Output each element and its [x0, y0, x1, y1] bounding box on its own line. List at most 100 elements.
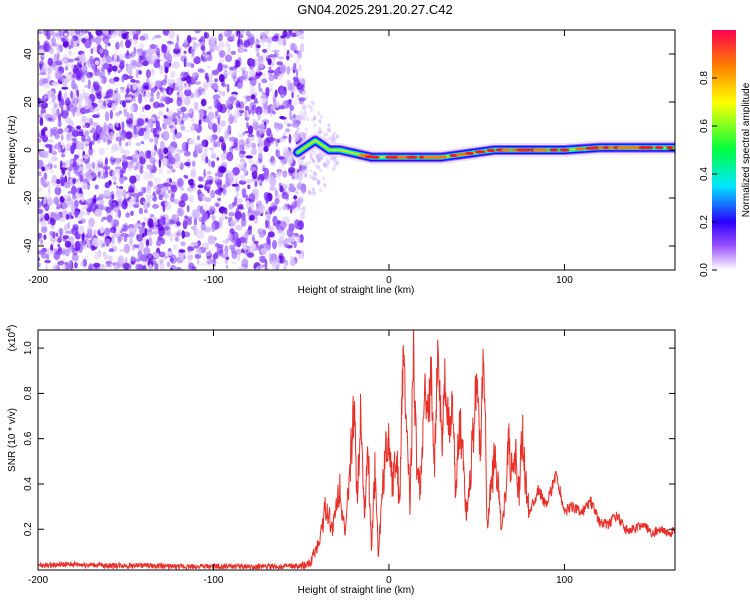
noise-speckle — [92, 169, 96, 179]
noise-speckle — [185, 62, 193, 67]
noise-speckle — [44, 259, 51, 264]
noise-speckle — [136, 234, 143, 242]
noise-speckle — [152, 152, 156, 156]
noise-speckle — [268, 66, 272, 70]
noise-speckle — [39, 117, 44, 126]
noise-speckle — [331, 156, 335, 161]
noise-speckle — [193, 56, 201, 65]
noise-speckle — [72, 248, 78, 256]
noise-speckle — [256, 52, 260, 58]
noise-speckle — [112, 262, 116, 266]
noise-speckle — [313, 123, 317, 128]
noise-speckle — [57, 260, 65, 266]
noise-speckle — [171, 214, 176, 222]
noise-speckle — [250, 94, 256, 100]
noise-speckle — [318, 158, 322, 163]
noise-speckle — [316, 130, 320, 135]
noise-speckle — [73, 57, 80, 61]
noise-speckle — [93, 262, 101, 268]
noise-speckle — [181, 141, 189, 152]
noise-speckle — [245, 199, 250, 210]
noise-speckle — [183, 218, 191, 223]
noise-speckle — [299, 42, 305, 53]
noise-speckle — [70, 90, 74, 99]
noise-speckle — [291, 91, 294, 99]
noise-speckle — [144, 104, 151, 111]
noise-speckle — [239, 174, 246, 179]
noise-speckle — [304, 163, 308, 168]
noise-speckle — [172, 53, 178, 58]
noise-speckle — [304, 172, 308, 177]
noise-speckle — [176, 108, 182, 112]
noise-speckle — [89, 117, 93, 126]
noise-speckle — [291, 122, 300, 128]
y-tick-label: -20 — [23, 190, 34, 205]
noise-speckle — [113, 76, 120, 82]
noise-speckle — [208, 147, 215, 151]
noise-speckle — [298, 118, 302, 123]
noise-speckle — [238, 138, 246, 149]
noise-speckle — [187, 254, 194, 260]
noise-speckle — [117, 69, 121, 74]
noise-speckle — [169, 84, 174, 89]
noise-speckle — [172, 133, 176, 141]
ridge-core — [405, 155, 418, 159]
noise-speckle — [62, 235, 69, 240]
noise-speckle — [237, 254, 240, 261]
noise-speckle — [137, 264, 144, 270]
ridge-core — [538, 148, 549, 152]
noise-speckle — [271, 261, 279, 270]
noise-speckle — [278, 168, 281, 177]
noise-speckle — [74, 111, 82, 117]
noise-speckle — [235, 33, 240, 38]
noise-speckle — [302, 206, 306, 211]
noise-speckle — [249, 101, 256, 111]
noise-speckle — [118, 30, 122, 38]
noise-speckle — [215, 172, 218, 177]
x-tick-label: -200 — [28, 275, 48, 286]
noise-speckle — [277, 236, 285, 245]
noise-speckle — [288, 133, 292, 144]
noise-speckle — [57, 244, 61, 248]
noise-speckle — [60, 147, 67, 154]
noise-speckle — [135, 61, 143, 68]
noise-speckle — [115, 41, 120, 50]
noise-speckle — [236, 59, 241, 68]
noise-speckle — [312, 101, 316, 106]
noise-speckle — [53, 250, 61, 261]
noise-speckle — [258, 82, 261, 91]
noise-speckle — [81, 207, 85, 212]
noise-speckle — [242, 49, 248, 52]
noise-speckle — [140, 165, 144, 169]
noise-speckle — [41, 95, 45, 105]
x-tick-label: -200 — [28, 575, 48, 586]
noise-speckle — [67, 236, 75, 243]
noise-speckle — [208, 205, 214, 214]
noise-speckle — [164, 201, 172, 211]
y-tick-label: 0 — [23, 147, 34, 153]
noise-speckle — [218, 41, 225, 49]
noise-speckle — [115, 87, 119, 94]
noise-speckle — [50, 217, 56, 226]
noise-speckle — [162, 157, 170, 167]
noise-speckle — [229, 220, 236, 226]
noise-speckle — [184, 175, 189, 179]
noise-speckle — [317, 181, 320, 185]
noise-speckle — [180, 241, 186, 247]
ridge-core — [465, 151, 475, 155]
noise-speckle — [299, 35, 305, 40]
noise-speckle — [172, 61, 180, 69]
noise-speckle — [332, 167, 336, 172]
noise-speckle — [73, 211, 80, 216]
noise-speckle — [184, 150, 191, 157]
noise-speckle — [317, 156, 321, 161]
noise-speckle — [300, 198, 304, 203]
noise-speckle — [201, 212, 209, 222]
noise-speckle — [189, 181, 195, 189]
noise-speckle — [133, 39, 138, 45]
noise-speckle — [204, 259, 212, 267]
noise-speckle — [262, 49, 268, 53]
noise-speckle — [230, 50, 236, 56]
noise-speckle — [71, 253, 79, 262]
noise-speckle — [162, 117, 170, 126]
